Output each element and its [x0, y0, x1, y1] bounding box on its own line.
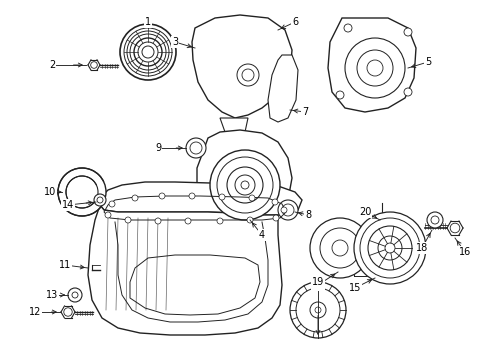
Text: 14: 14 [62, 200, 74, 210]
Circle shape [132, 195, 138, 201]
Circle shape [125, 217, 131, 223]
Circle shape [138, 42, 158, 62]
Circle shape [109, 201, 115, 207]
Text: 7: 7 [301, 107, 307, 117]
Text: 16: 16 [458, 247, 470, 257]
Circle shape [105, 212, 111, 218]
Circle shape [377, 236, 401, 260]
Circle shape [142, 46, 154, 58]
Text: 17: 17 [311, 280, 324, 290]
Text: 9: 9 [155, 143, 161, 153]
Circle shape [319, 228, 359, 268]
Text: 15: 15 [348, 283, 361, 293]
Circle shape [426, 212, 442, 228]
Circle shape [241, 181, 248, 189]
Circle shape [219, 194, 224, 200]
Circle shape [403, 88, 411, 96]
Polygon shape [197, 130, 291, 224]
Circle shape [226, 167, 263, 203]
Circle shape [209, 150, 280, 220]
Circle shape [278, 200, 297, 220]
Circle shape [309, 218, 369, 278]
Circle shape [68, 288, 82, 302]
Polygon shape [192, 15, 291, 118]
Circle shape [281, 207, 286, 213]
Circle shape [356, 50, 392, 86]
Circle shape [72, 292, 78, 298]
Circle shape [353, 212, 425, 284]
Circle shape [130, 34, 165, 70]
Circle shape [184, 218, 191, 224]
Circle shape [94, 194, 106, 206]
Text: 11: 11 [59, 260, 71, 270]
Polygon shape [220, 118, 247, 136]
Circle shape [155, 218, 161, 224]
Circle shape [97, 197, 103, 203]
Circle shape [430, 216, 438, 224]
Text: 10: 10 [44, 187, 56, 197]
Text: 20: 20 [358, 207, 370, 217]
Text: 13: 13 [46, 290, 58, 300]
Circle shape [282, 204, 293, 216]
Circle shape [242, 69, 253, 81]
Circle shape [66, 176, 98, 208]
Circle shape [58, 168, 106, 216]
Circle shape [235, 175, 254, 195]
Circle shape [134, 38, 162, 66]
Circle shape [367, 226, 411, 270]
Circle shape [190, 142, 202, 154]
Circle shape [271, 199, 278, 205]
Circle shape [309, 302, 325, 318]
Text: 6: 6 [291, 17, 298, 27]
Circle shape [272, 215, 279, 221]
Circle shape [403, 28, 411, 36]
Circle shape [246, 217, 252, 223]
Text: 19: 19 [311, 277, 324, 287]
Circle shape [120, 24, 176, 80]
Circle shape [359, 218, 419, 278]
Polygon shape [267, 55, 297, 122]
Circle shape [345, 38, 404, 98]
Circle shape [237, 64, 259, 86]
Text: 8: 8 [305, 210, 310, 220]
Text: 18: 18 [415, 243, 427, 253]
Circle shape [314, 307, 320, 313]
Circle shape [124, 28, 172, 76]
Text: 12: 12 [29, 307, 41, 317]
Text: 1: 1 [144, 17, 151, 27]
Circle shape [217, 157, 272, 213]
Circle shape [384, 243, 394, 253]
Polygon shape [88, 205, 282, 335]
Circle shape [159, 193, 164, 199]
Circle shape [366, 60, 382, 76]
Polygon shape [100, 182, 302, 215]
Circle shape [185, 138, 205, 158]
Circle shape [189, 193, 195, 199]
Circle shape [343, 24, 351, 32]
Text: 5: 5 [424, 57, 430, 67]
Text: 4: 4 [259, 230, 264, 240]
Circle shape [248, 195, 254, 201]
Polygon shape [327, 18, 415, 112]
Circle shape [335, 91, 343, 99]
Circle shape [217, 218, 223, 224]
Circle shape [331, 240, 347, 256]
Text: 2: 2 [49, 60, 55, 70]
Circle shape [289, 282, 346, 338]
Text: 3: 3 [172, 37, 178, 47]
Circle shape [295, 288, 339, 332]
Circle shape [127, 31, 169, 73]
